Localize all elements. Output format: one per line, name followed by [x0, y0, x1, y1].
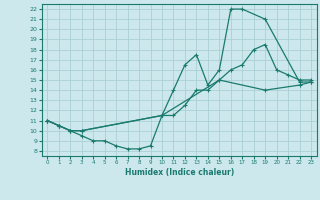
X-axis label: Humidex (Indice chaleur): Humidex (Indice chaleur): [124, 168, 234, 177]
